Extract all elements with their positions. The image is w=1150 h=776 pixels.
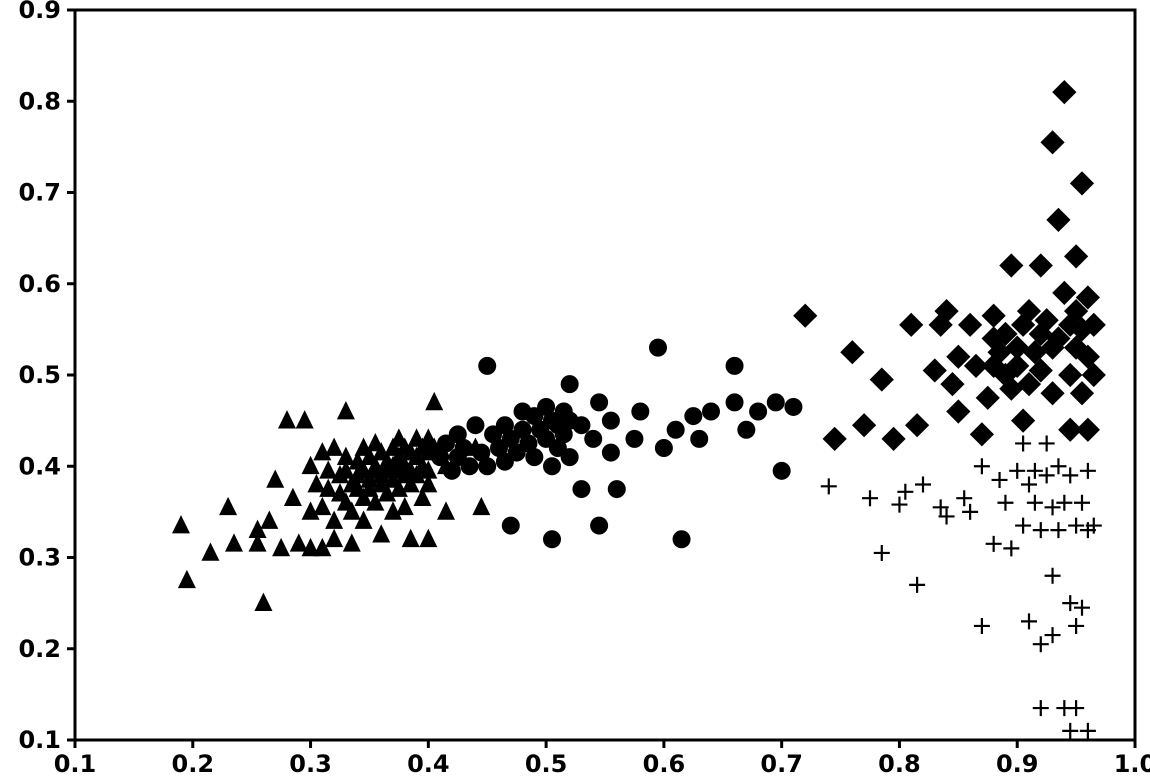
y-tick-label: 0.5 — [18, 361, 61, 389]
circle-marker — [673, 530, 691, 548]
x-tick-label: 0.6 — [643, 750, 686, 776]
y-tick-label: 0.8 — [18, 87, 61, 115]
x-tick-label: 1.0 — [1114, 750, 1150, 776]
circle-marker — [726, 357, 744, 375]
circle-marker — [684, 407, 702, 425]
circle-marker — [502, 517, 520, 535]
x-tick-label: 0.2 — [172, 750, 215, 776]
circle-marker — [625, 430, 643, 448]
circle-marker — [602, 444, 620, 462]
circle-marker — [478, 357, 496, 375]
y-tick-label: 0.6 — [18, 270, 61, 298]
circle-marker — [478, 457, 496, 475]
x-tick-label: 0.3 — [289, 750, 332, 776]
circle-marker — [584, 430, 602, 448]
circle-marker — [726, 393, 744, 411]
circle-marker — [767, 393, 785, 411]
circle-marker — [631, 403, 649, 421]
circle-marker — [572, 480, 590, 498]
circle-marker — [561, 448, 579, 466]
scatter-chart: 0.10.20.30.40.50.60.70.80.91.00.10.20.30… — [0, 0, 1150, 776]
y-tick-label: 0.2 — [18, 635, 61, 663]
x-tick-label: 0.5 — [525, 750, 568, 776]
circle-marker — [667, 421, 685, 439]
circle-marker — [702, 403, 720, 421]
circle-marker — [608, 480, 626, 498]
y-tick-label: 0.1 — [18, 726, 61, 754]
circle-marker — [543, 530, 561, 548]
circle-marker — [649, 339, 667, 357]
circle-marker — [602, 412, 620, 430]
circle-marker — [773, 462, 791, 480]
circle-marker — [590, 517, 608, 535]
chart-svg: 0.10.20.30.40.50.60.70.80.91.00.10.20.30… — [0, 0, 1150, 776]
circle-marker — [590, 393, 608, 411]
circle-marker — [561, 375, 579, 393]
y-tick-label: 0.3 — [18, 544, 61, 572]
circle-marker — [737, 421, 755, 439]
x-tick-label: 0.9 — [996, 750, 1039, 776]
x-tick-label: 0.4 — [407, 750, 450, 776]
x-tick-label: 0.7 — [760, 750, 803, 776]
y-tick-label: 0.9 — [18, 0, 61, 24]
circle-marker — [543, 457, 561, 475]
circle-marker — [655, 439, 673, 457]
circle-marker — [461, 457, 479, 475]
circle-marker — [455, 439, 473, 457]
y-tick-label: 0.7 — [18, 179, 61, 207]
y-tick-label: 0.4 — [18, 452, 61, 480]
circle-marker — [466, 416, 484, 434]
circle-marker — [690, 430, 708, 448]
x-tick-label: 0.8 — [878, 750, 921, 776]
circle-marker — [525, 448, 543, 466]
circle-marker — [572, 416, 590, 434]
circle-marker — [784, 398, 802, 416]
circle-marker — [749, 403, 767, 421]
